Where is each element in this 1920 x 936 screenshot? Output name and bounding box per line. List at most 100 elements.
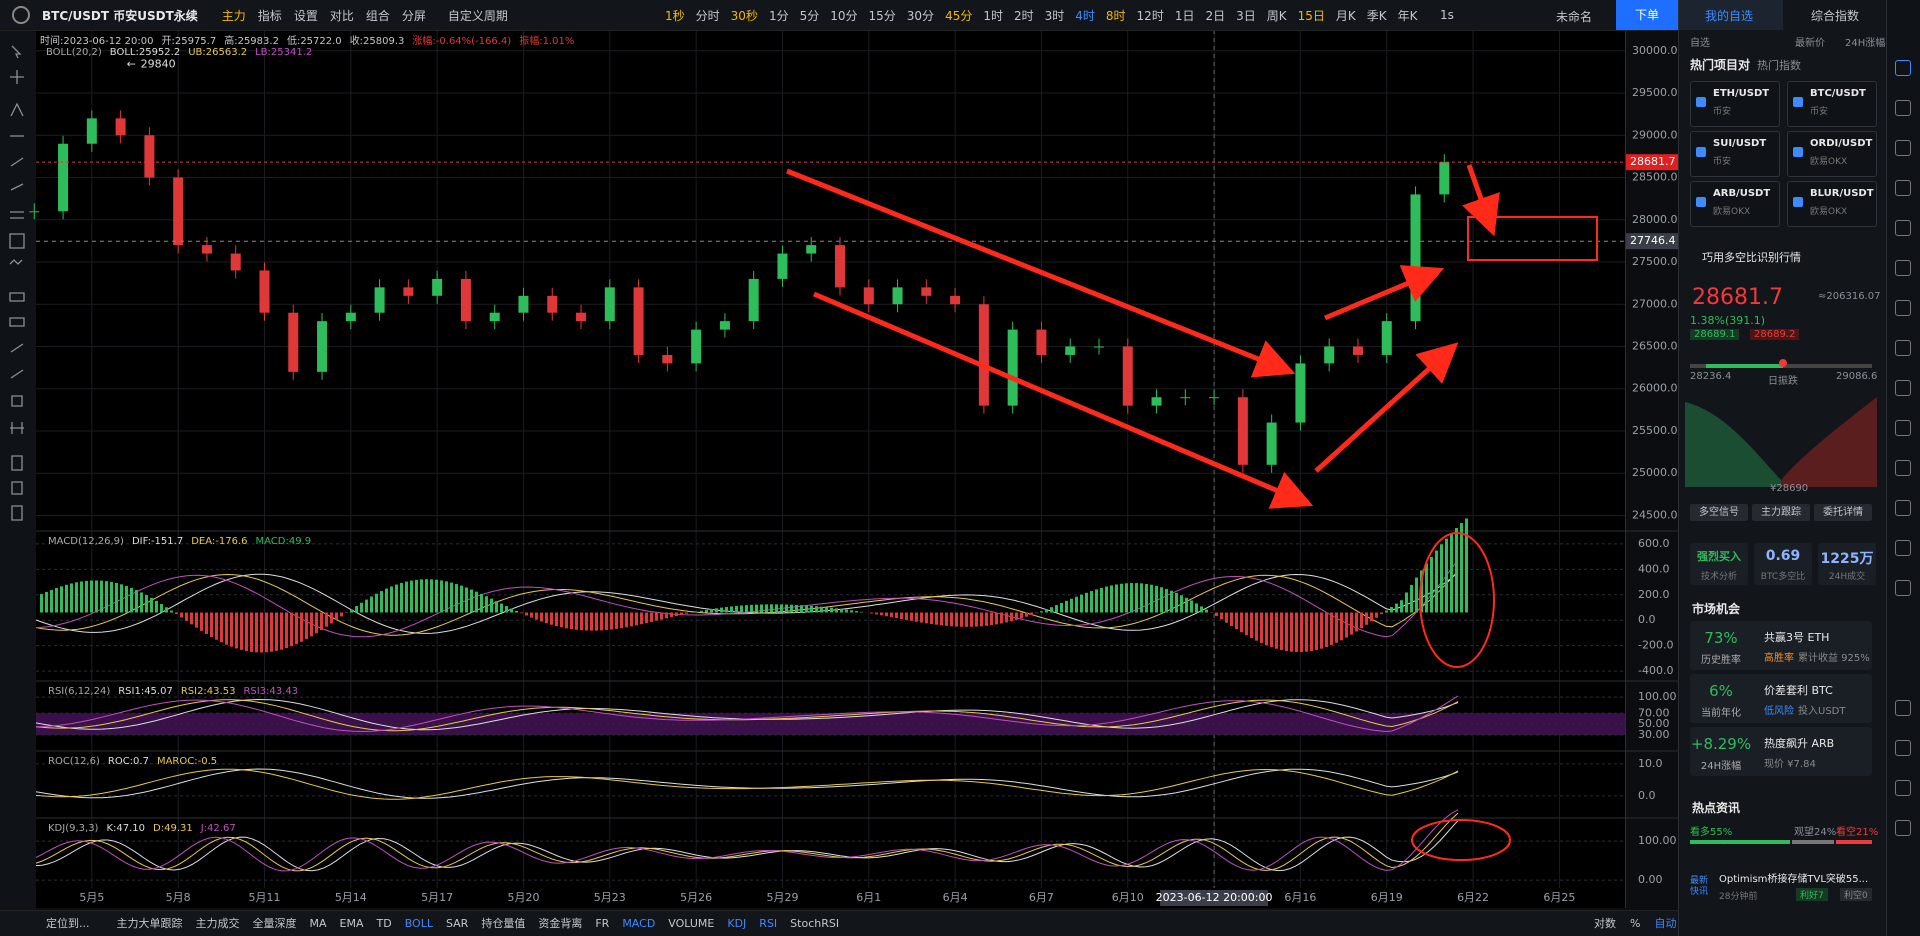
interval[interactable]: 8时 — [1105, 8, 1126, 23]
tab-button[interactable]: 主力跟踪 — [1752, 504, 1810, 521]
side-icon[interactable] — [1895, 140, 1911, 156]
interval[interactable]: 3时 — [1044, 8, 1065, 23]
side-icon[interactable] — [1895, 180, 1911, 196]
indicator-toggle[interactable]: MACD — [622, 916, 656, 930]
interval[interactable]: 分时 — [695, 8, 720, 23]
interval[interactable]: 15分 — [868, 8, 896, 23]
side-icon[interactable] — [1895, 420, 1911, 436]
menu-item[interactable]: 设置 — [293, 8, 318, 23]
candle — [460, 278, 471, 322]
tab-button[interactable]: 委托详情 — [1814, 504, 1872, 521]
interval[interactable]: 月K — [1335, 8, 1356, 23]
interval[interactable]: 4时 — [1075, 8, 1095, 23]
side-icon[interactable] — [1895, 100, 1911, 116]
indicator-toggle[interactable]: TD — [376, 916, 392, 930]
pair-card[interactable]: ORDI/USDT 欧易OKX — [1787, 131, 1877, 177]
indicator-toggle[interactable]: VOLUME — [668, 916, 715, 930]
indicator-toggle[interactable]: BOLL — [404, 916, 433, 930]
side-icon[interactable] — [1895, 500, 1911, 516]
interval[interactable]: 1分 — [768, 8, 789, 23]
order-button[interactable]: 下单 — [1616, 0, 1678, 30]
side-icon[interactable] — [1895, 740, 1911, 756]
pair-card[interactable]: BTC/USDT 币安 — [1787, 81, 1877, 127]
layout-name[interactable]: 未命名 — [1556, 10, 1593, 24]
macd-histogram — [475, 591, 478, 613]
x-tick-label: 5月14 — [335, 891, 367, 904]
macd-histogram — [1435, 550, 1438, 613]
interval[interactable]: 45分 — [945, 8, 973, 23]
side-icon[interactable] — [1895, 700, 1911, 716]
macd-histogram — [1170, 590, 1173, 613]
news-headline[interactable]: Optimism桥接存储TVL突破55... — [1719, 874, 1869, 885]
menu-item[interactable]: 主力 — [221, 8, 246, 23]
symbol[interactable]: BTC/USDT 币安USDT永续 — [42, 8, 198, 23]
indicator-toggle[interactable]: MA — [309, 916, 327, 930]
axis-option[interactable]: 自动 — [1654, 917, 1677, 930]
indicator-toggle[interactable]: 全量深度 — [252, 917, 297, 930]
interval[interactable]: 5分 — [799, 8, 820, 23]
side-icon[interactable] — [1895, 300, 1911, 316]
macd-histogram — [1005, 612, 1008, 623]
interval[interactable]: 1时 — [983, 8, 1003, 23]
pair-card[interactable]: ARB/USDT 欧易OKX — [1690, 181, 1780, 227]
side-icon[interactable] — [1895, 780, 1911, 796]
axis-option[interactable]: 对数 — [1594, 917, 1616, 930]
y-tick-label: 24500.0 — [1632, 508, 1678, 521]
interval[interactable]: 2日 — [1205, 8, 1226, 23]
menu-item[interactable]: 指标 — [257, 8, 282, 23]
indicator-toggle[interactable]: 持仓量值 — [481, 917, 526, 930]
interval[interactable]: 12时 — [1136, 8, 1164, 23]
pair-card[interactable]: ETH/USDT 币安 — [1690, 81, 1780, 127]
stat-box: 1225万 24H成交 — [1818, 543, 1876, 585]
side-icon[interactable] — [1895, 220, 1911, 236]
pair-card[interactable]: SUI/USDT 币安 — [1690, 131, 1780, 177]
indicator-toggle[interactable]: SAR — [445, 916, 469, 930]
indicator-toggle[interactable]: RSI — [759, 916, 778, 930]
side-icon[interactable] — [1895, 340, 1911, 356]
interval[interactable]: 年K — [1397, 8, 1418, 23]
interval[interactable]: 1日 — [1174, 8, 1195, 23]
tab[interactable]: 综合指数 — [1811, 9, 1860, 23]
menu-item[interactable]: 组合 — [365, 8, 390, 23]
menu-item[interactable]: 分屏 — [401, 8, 426, 23]
indicator-toggle[interactable]: 主力成交 — [195, 917, 240, 930]
indicator-toggle[interactable]: EMA — [339, 916, 364, 930]
interval[interactable]: 周K — [1266, 8, 1287, 23]
indicator-toggle[interactable]: StochRSI — [790, 916, 840, 930]
side-icon[interactable] — [1895, 540, 1911, 556]
custom-period[interactable]: 自定义周期 — [447, 8, 508, 23]
hot-tab[interactable]: 热门指数 — [1757, 59, 1801, 72]
opportunity-card[interactable]: 6% 当前年化 价差套利 BTC 低风险 投入USDT — [1690, 674, 1872, 723]
interval[interactable]: 3日 — [1236, 8, 1256, 23]
side-icon[interactable] — [1895, 580, 1911, 596]
interval[interactable]: 15日 — [1297, 8, 1325, 23]
side-icon[interactable] — [1895, 260, 1911, 276]
interval[interactable]: 30分 — [906, 8, 935, 23]
side-icon[interactable] — [1895, 460, 1911, 476]
tab-button[interactable]: 多空信号 — [1690, 504, 1748, 521]
opportunity-card[interactable]: +8.29% 24H涨幅 热度飙升 ARB 现价 ¥7.84 — [1690, 727, 1872, 776]
locate[interactable]: 定位到... — [46, 917, 90, 930]
indicator-toggle[interactable]: 主力大单跟踪 — [116, 917, 183, 930]
side-icon[interactable] — [1895, 820, 1911, 836]
side-icon[interactable] — [1895, 60, 1911, 76]
tab[interactable]: 我的自选 — [1705, 9, 1754, 23]
banner[interactable]: 巧用多空比识别行情 — [1702, 251, 1801, 264]
hot-tab[interactable]: 热门项目对 — [1690, 58, 1751, 72]
opp-title: 共赢3号 ETH — [1764, 631, 1830, 644]
indicator-toggle[interactable]: FR — [595, 916, 610, 930]
indicator-toggle[interactable]: KDJ — [727, 916, 747, 930]
menu-item[interactable]: 对比 — [329, 8, 354, 23]
interval[interactable]: 10分 — [830, 8, 858, 23]
replay-speed[interactable]: 1s — [1440, 8, 1454, 22]
side-icon[interactable] — [1895, 380, 1911, 396]
interval[interactable]: 30秒 — [730, 8, 758, 23]
opportunity-card[interactable]: 73% 历史胜率 共赢3号 ETH 高胜率 累计收益 925% — [1690, 621, 1872, 670]
interval[interactable]: 2时 — [1013, 8, 1034, 23]
pair-card[interactable]: BLUR/USDT 欧易OKX — [1787, 181, 1877, 227]
axis-option[interactable]: % — [1630, 916, 1641, 930]
interval[interactable]: 季K — [1366, 8, 1387, 23]
interval[interactable]: 1秒 — [665, 8, 685, 23]
macd-histogram — [775, 604, 778, 613]
indicator-toggle[interactable]: 资金背离 — [538, 917, 583, 930]
